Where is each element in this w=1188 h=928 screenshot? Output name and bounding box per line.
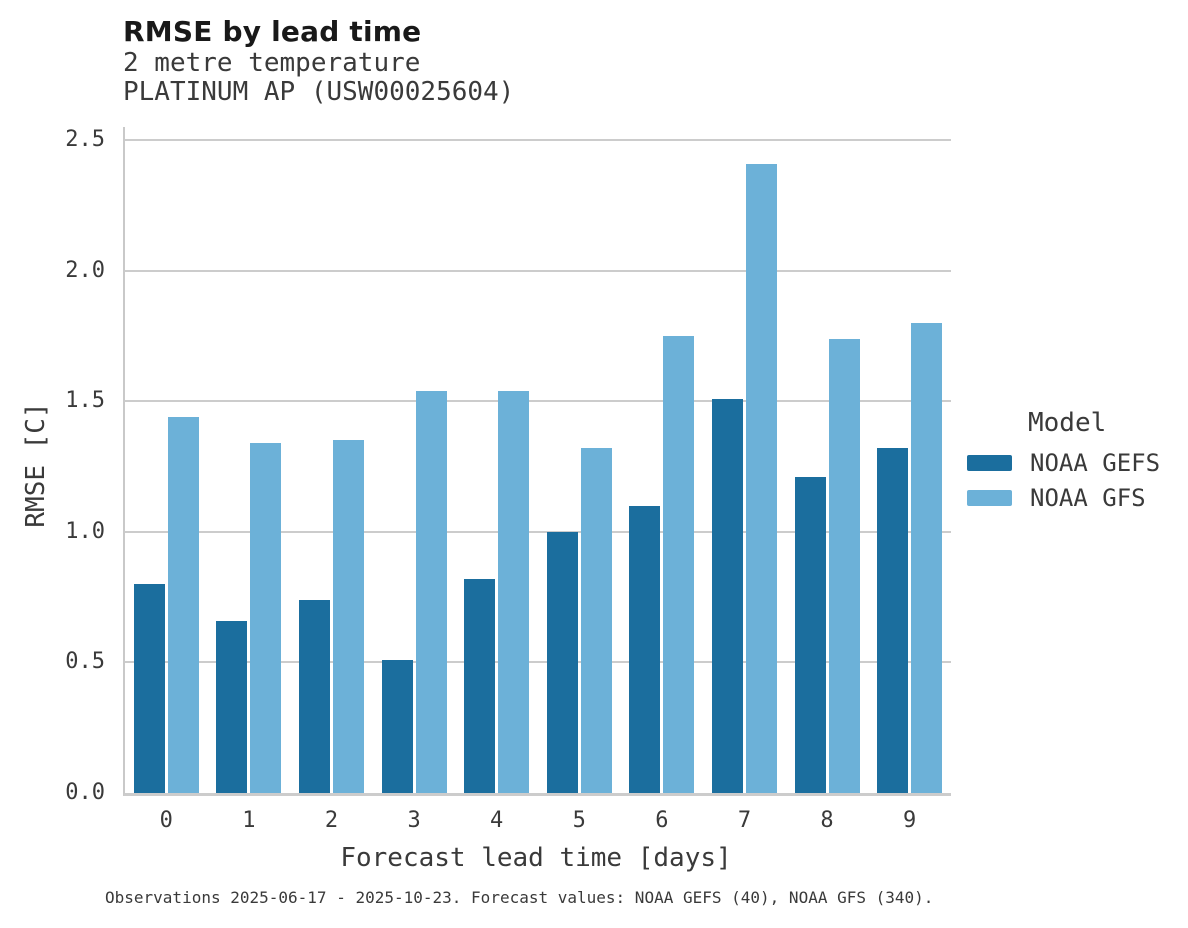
- y-tick-label-1.5: 1.5: [65, 388, 105, 414]
- x-tick-label-9: 9: [903, 808, 917, 833]
- gridline-y-1.5: [125, 400, 951, 403]
- y-tick-label-2.0: 2.0: [65, 257, 105, 283]
- footer-caption: Observations 2025-06-17 - 2025-10-23. Fo…: [105, 888, 934, 907]
- bar-noaa-gfs-lead-6: [663, 335, 695, 793]
- bar-group-lead-9: [868, 127, 951, 793]
- plot-area: [123, 127, 951, 796]
- y-tick-label-0.5: 0.5: [65, 649, 105, 675]
- bar-noaa-gefs-lead-1: [216, 620, 248, 793]
- y-tick-label-1.0: 1.0: [65, 518, 105, 544]
- bar-noaa-gefs-lead-9: [877, 448, 909, 793]
- bar-noaa-gefs-lead-6: [629, 505, 661, 793]
- x-tick-label-5: 5: [572, 808, 586, 833]
- legend-label: NOAA GFS: [1030, 484, 1146, 512]
- bar-group-lead-5: [538, 127, 621, 793]
- bar-noaa-gefs-lead-3: [381, 659, 413, 793]
- legend-items: NOAA GEFS NOAA GFS: [967, 449, 1160, 512]
- x-tick-label-7: 7: [737, 808, 752, 833]
- legend-title: Model: [1028, 408, 1107, 438]
- chart-header: RMSE by lead time 2 metre temperature PL…: [123, 15, 514, 107]
- bar-group-lead-2: [290, 127, 373, 793]
- bar-group-lead-0: [125, 127, 208, 793]
- y-tick-label-0.0: 0.0: [65, 780, 105, 805]
- bar-group-lead-7: [703, 127, 786, 793]
- gridline-y-2.0: [125, 269, 951, 272]
- x-tick-labels: 0 1 2 3 4 5 6 7 8 9: [125, 808, 951, 833]
- x-tick-label-1: 1: [242, 808, 256, 833]
- y-axis-title: RMSE [C]: [21, 402, 51, 528]
- bar-group-lead-3: [373, 127, 456, 793]
- x-tick-label-0: 0: [159, 808, 173, 833]
- legend-item-noaa-gefs: NOAA GEFS: [967, 449, 1160, 477]
- bar-noaa-gfs-lead-3: [415, 390, 447, 793]
- x-tick-label-4: 4: [490, 808, 504, 833]
- bar-noaa-gfs-lead-8: [828, 338, 860, 793]
- chart-title: RMSE by lead time: [123, 15, 422, 48]
- bar-noaa-gefs-lead-8: [794, 476, 826, 793]
- bar-group-lead-4: [455, 127, 538, 793]
- x-axis-title: Forecast lead time [days]: [340, 843, 732, 873]
- bar-group-lead-6: [621, 127, 704, 793]
- bar-noaa-gefs-lead-5: [546, 531, 578, 793]
- x-tick-label-8: 8: [820, 808, 834, 833]
- bar-noaa-gefs-lead-4: [464, 578, 496, 793]
- bar-noaa-gefs-lead-2: [298, 599, 330, 793]
- gridline-y-2.5: [125, 139, 951, 141]
- bar-group-lead-1: [208, 127, 291, 793]
- y-tick-label-2.5: 2.5: [65, 127, 105, 152]
- legend-item-noaa-gfs: NOAA GFS: [967, 484, 1160, 512]
- gridline-y-1.0: [125, 530, 951, 533]
- bar-noaa-gefs-lead-0: [133, 584, 165, 793]
- bar-noaa-gefs-lead-7: [711, 398, 743, 793]
- bars-container: [125, 127, 951, 793]
- bar-noaa-gfs-lead-9: [911, 322, 943, 793]
- gridline-y-0.5: [125, 661, 951, 664]
- x-tick-label-6: 6: [655, 808, 669, 833]
- legend: Model NOAA GEFS NOAA GFS: [967, 408, 1160, 519]
- x-tick-label-2: 2: [324, 808, 339, 833]
- bar-noaa-gfs-lead-4: [498, 390, 530, 793]
- bar-noaa-gfs-lead-0: [167, 416, 199, 793]
- bar-noaa-gfs-lead-7: [745, 163, 777, 793]
- legend-swatch-noaa-gefs: [967, 455, 1012, 471]
- legend-label: NOAA GEFS: [1030, 449, 1161, 477]
- bar-noaa-gfs-lead-1: [250, 443, 282, 793]
- bar-noaa-gfs-lead-2: [332, 440, 364, 793]
- chart-subtitle-line-1: 2 metre temperature: [123, 48, 421, 78]
- bar-noaa-gfs-lead-5: [580, 448, 612, 793]
- bar-group-lead-8: [786, 127, 869, 793]
- x-tick-label-3: 3: [407, 808, 421, 833]
- chart-subtitle-line-2: PLATINUM AP (USW00025604): [123, 77, 515, 107]
- legend-swatch-noaa-gfs: [967, 490, 1012, 506]
- y-tick-labels: 0.0 0.5 1.0 1.5 2.0 2.5: [40, 127, 105, 805]
